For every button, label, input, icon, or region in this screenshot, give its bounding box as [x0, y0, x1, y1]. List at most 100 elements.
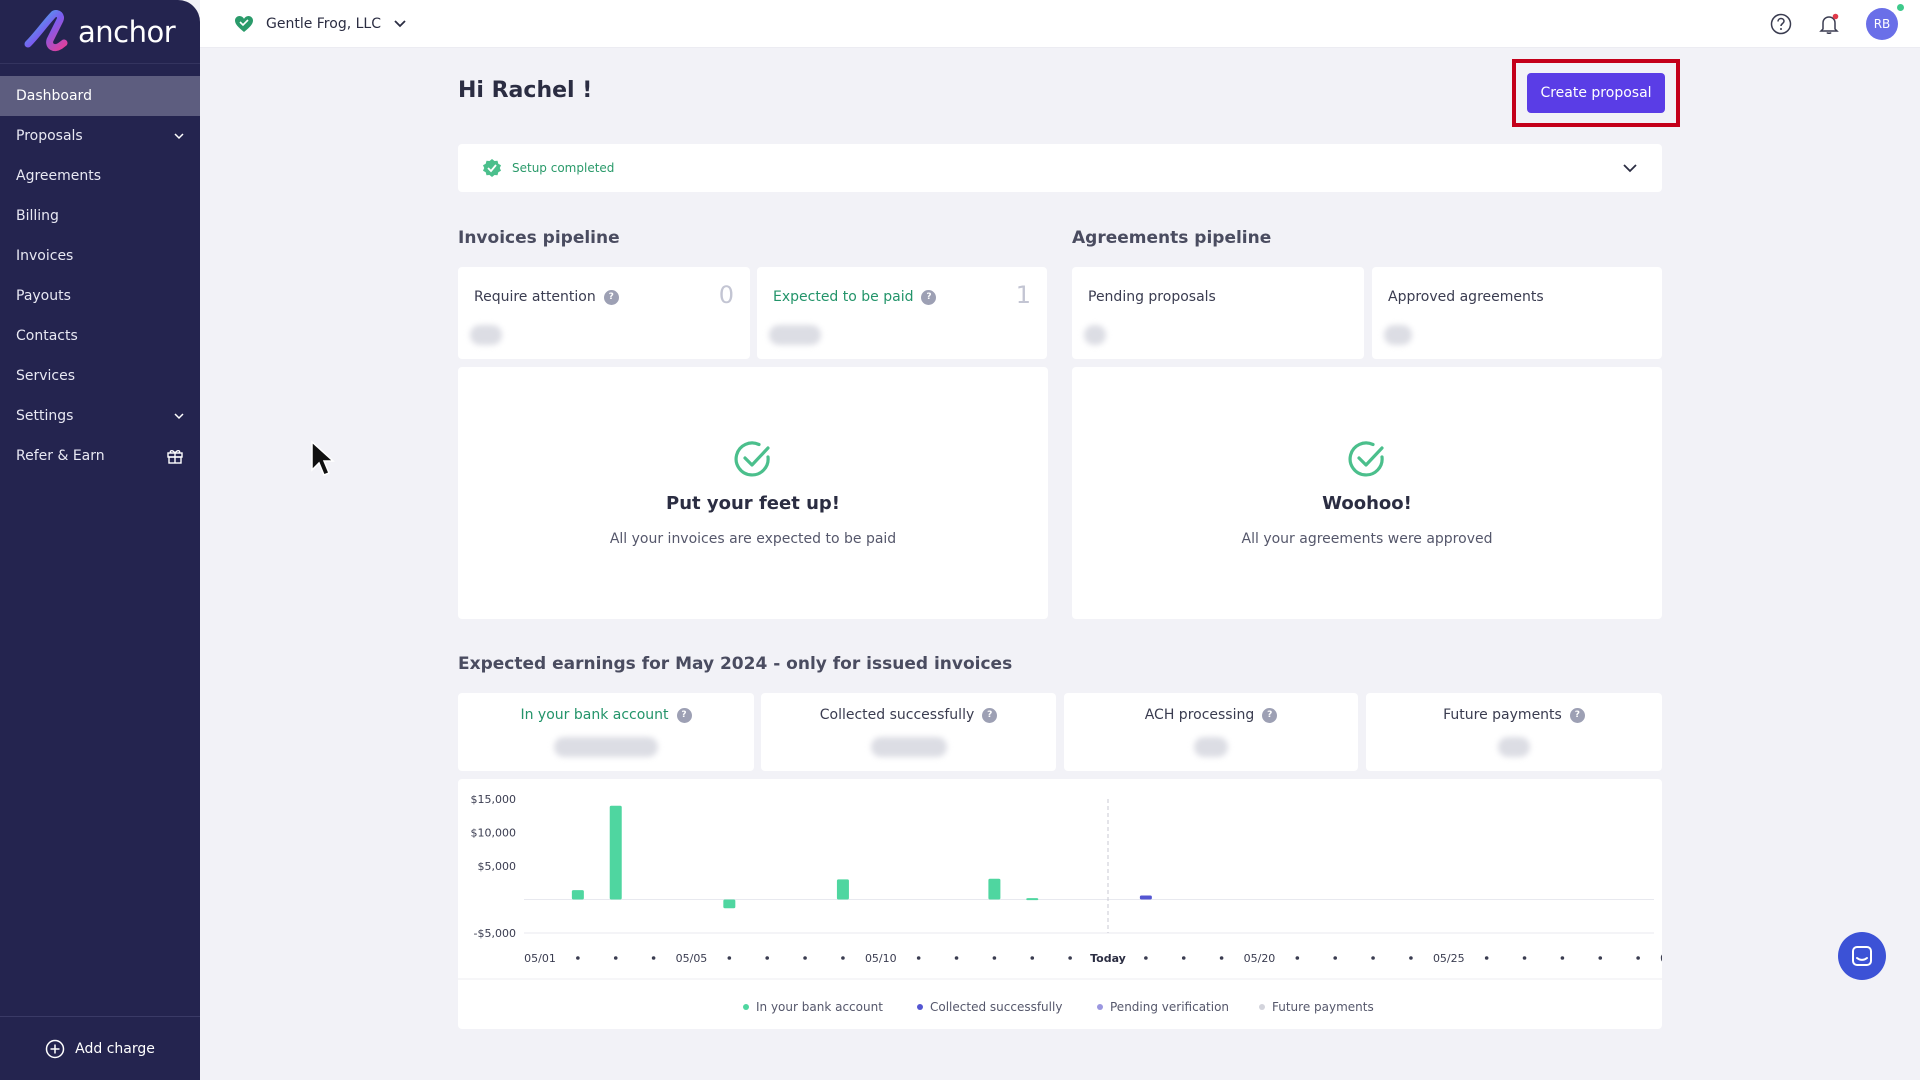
- pending-proposals-label-row: Pending proposals: [1088, 289, 1216, 305]
- chevron-down-icon[interactable]: [1622, 163, 1638, 173]
- earnings-chart: $15,000 $10,000 $5,000 -$5,000 05/01 05/05 05/…: [458, 793, 1692, 1014]
- x-tick-dot: [1598, 956, 1603, 960]
- mouse-cursor-icon: [311, 440, 335, 476]
- x-tick-label: 05/05: [676, 952, 708, 965]
- info-icon[interactable]: ?: [1569, 707, 1585, 723]
- chevron-down-icon: [394, 19, 406, 27]
- future-payments-label-row: Future payments ?: [1366, 707, 1662, 723]
- sidebar-item-label: Refer & Earn: [16, 448, 105, 464]
- org-heart-icon: [235, 15, 253, 32]
- anchor-logo-icon: [24, 9, 68, 51]
- x-tick-dot: [1409, 956, 1413, 960]
- check-circle-icon: [1348, 441, 1384, 477]
- create-proposal-highlight: Create proposal: [1512, 59, 1680, 127]
- x-tick-dot: [1636, 956, 1640, 960]
- expected-to-be-paid-label: Expected to be paid: [773, 289, 914, 305]
- gift-icon: [167, 450, 183, 464]
- org-switcher[interactable]: Gentle Frog, LLC: [234, 15, 407, 33]
- sidebar-item-invoices[interactable]: Invoices: [0, 236, 200, 276]
- require-attention-card[interactable]: Require attention ? 0: [458, 267, 750, 359]
- y-tick-label: $10,000: [471, 827, 517, 840]
- notification-bell-icon[interactable]: [1818, 13, 1840, 35]
- future-payments-card[interactable]: Future payments ?: [1366, 693, 1662, 771]
- x-tick-label: 05/10: [865, 952, 897, 965]
- sidebar-item-refer-earn[interactable]: Refer & Earn: [0, 436, 200, 476]
- ach-processing-label-row: ACH processing ?: [1064, 707, 1358, 723]
- legend-marker: [1097, 1004, 1103, 1010]
- sidebar-item-contacts[interactable]: Contacts: [0, 316, 200, 356]
- sidebar-nav: Dashboard Proposals Agreements Billing I…: [0, 76, 200, 476]
- chevron-down-icon: [174, 413, 184, 420]
- sidebar-item-services[interactable]: Services: [0, 356, 200, 396]
- x-tick-label: Today: [1090, 952, 1126, 965]
- blurred-amount: [1194, 737, 1228, 757]
- agreements-empty-subtitle: All your agreements were approved: [1241, 531, 1493, 547]
- invoices-empty-subtitle: All your invoices are expected to be pai…: [609, 531, 897, 547]
- sidebar-item-payouts[interactable]: Payouts: [0, 276, 200, 316]
- x-tick-dot: [1333, 956, 1337, 960]
- avatar-initials: RB: [1873, 16, 1891, 31]
- help-icon[interactable]: [1770, 13, 1792, 35]
- legend-marker: [1259, 1004, 1265, 1010]
- pending-proposals-card[interactable]: Pending proposals: [1072, 267, 1364, 359]
- require-attention-label: Require attention: [474, 289, 596, 305]
- x-tick-dot: [1181, 956, 1186, 960]
- y-tick-label: $15,000: [471, 793, 517, 806]
- x-tick-label: 05/01: [524, 952, 556, 965]
- info-icon[interactable]: ?: [603, 289, 619, 305]
- bank-account-card[interactable]: In your bank account ?: [458, 693, 754, 771]
- sidebar-item-dashboard[interactable]: Dashboard: [0, 76, 200, 116]
- avatar[interactable]: RB: [1866, 3, 1904, 40]
- logo[interactable]: anchor: [0, 0, 200, 64]
- approved-agreements-label-row: Approved agreements: [1388, 289, 1544, 305]
- sidebar-item-label: Proposals: [16, 128, 83, 144]
- y-tick-label: $5,000: [478, 860, 517, 873]
- plus-circle-icon: [45, 1039, 65, 1058]
- sidebar-item-proposals[interactable]: Proposals: [0, 116, 200, 156]
- approved-agreements-card[interactable]: Approved agreements: [1372, 267, 1662, 359]
- legend-label: In your bank account: [756, 1000, 883, 1014]
- brand-name: anchor: [78, 14, 176, 49]
- x-tick-dot: [803, 956, 807, 960]
- add-charge-button[interactable]: Add charge: [0, 1016, 200, 1080]
- sidebar-item-label: Invoices: [16, 248, 74, 264]
- sidebar-item-label: Payouts: [16, 288, 71, 304]
- chevron-down-icon: [174, 133, 184, 140]
- invoices-empty-state: Put your feet up! All your invoices are …: [458, 367, 1048, 619]
- x-tick-dot: [576, 956, 580, 960]
- x-tick-dot: [765, 956, 769, 960]
- legend-marker: [917, 1004, 923, 1010]
- expected-to-be-paid-card[interactable]: Expected to be paid ? 1: [757, 267, 1047, 359]
- x-tick-dot: [1522, 956, 1527, 960]
- agreements-empty-state: Woohoo! All your agreements were approve…: [1072, 367, 1662, 619]
- info-icon[interactable]: ?: [921, 289, 937, 305]
- agreements-pipeline-title: Agreements pipeline: [1072, 228, 1272, 248]
- sidebar-item-settings[interactable]: Settings: [0, 396, 200, 436]
- collected-successfully-card[interactable]: Collected successfully ?: [761, 693, 1056, 771]
- sidebar-item-agreements[interactable]: Agreements: [0, 156, 200, 196]
- invoices-pipeline-title: Invoices pipeline: [458, 228, 620, 248]
- legend-label: Collected successfully: [930, 1000, 1062, 1014]
- x-tick-dot: [651, 956, 656, 960]
- x-tick-dot: [992, 956, 997, 960]
- x-tick-dot: [1484, 956, 1489, 960]
- x-tick-dot: [1560, 956, 1565, 960]
- add-charge-label: Add charge: [75, 1040, 155, 1057]
- x-tick-label: 05/31: [1660, 952, 1662, 965]
- org-name: Gentle Frog, LLC: [266, 15, 381, 32]
- chart-bar: [609, 805, 622, 900]
- legend-label: Pending verification: [1110, 1000, 1229, 1014]
- sidebar-item-billing[interactable]: Billing: [0, 196, 200, 236]
- ach-processing-card[interactable]: ACH processing ?: [1064, 693, 1358, 771]
- chat-launcher-button[interactable]: [1838, 932, 1886, 980]
- chart-bar: [988, 878, 1001, 900]
- chat-icon: [1852, 946, 1872, 966]
- blurred-amount: [1384, 325, 1412, 345]
- agreements-empty-title: Woohoo!: [1322, 493, 1412, 514]
- create-proposal-button[interactable]: Create proposal: [1527, 73, 1665, 113]
- x-tick-dot: [954, 956, 959, 960]
- info-icon[interactable]: ?: [676, 707, 692, 723]
- setup-completed-banner[interactable]: Setup completed: [458, 144, 1662, 192]
- info-icon[interactable]: ?: [1262, 707, 1278, 723]
- info-icon[interactable]: ?: [982, 707, 998, 723]
